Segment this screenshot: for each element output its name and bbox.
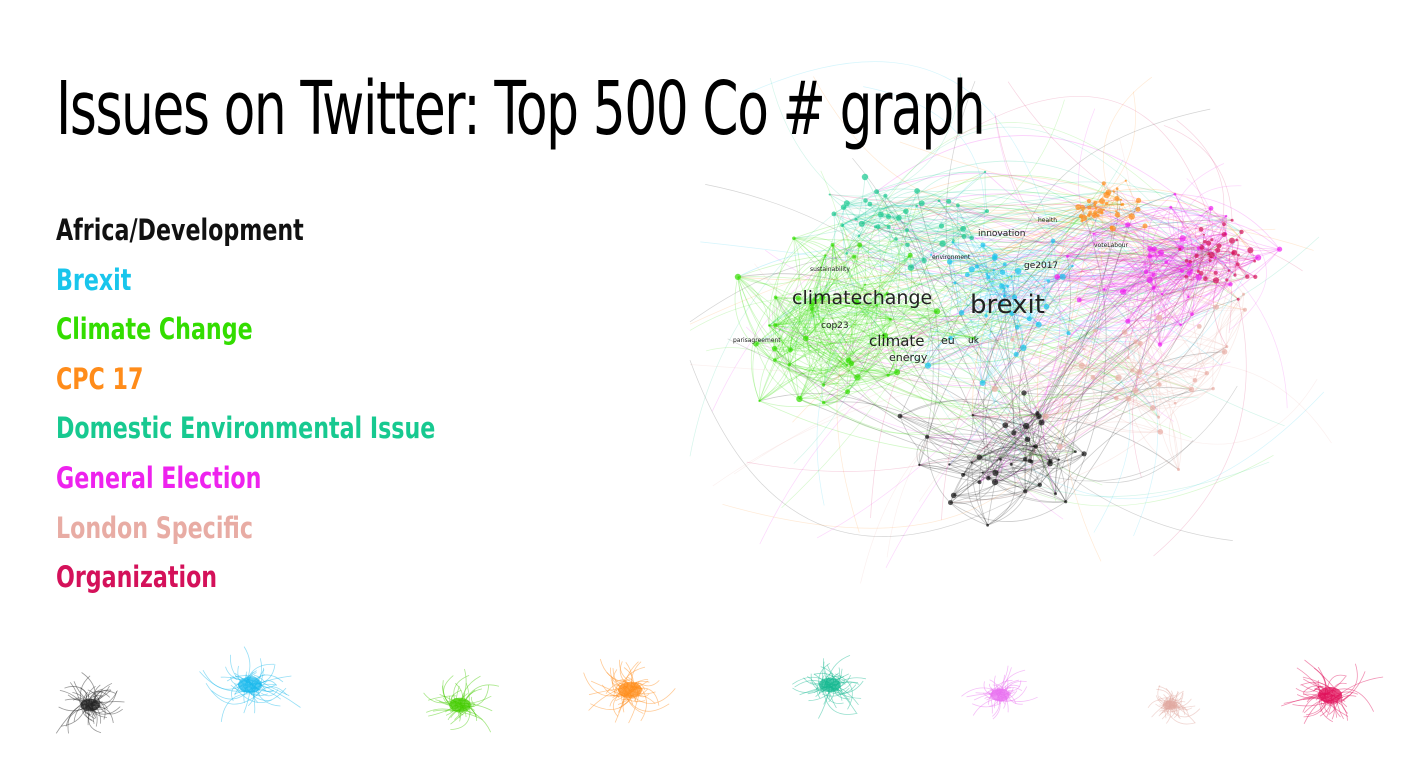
category-legend: Africa/Development Brexit Climate Change… [56, 206, 502, 603]
page-title: Issues on Twitter: Top 500 Co # graph [56, 66, 986, 152]
node-label-innovation: innovation [978, 229, 1026, 239]
node-label-climate: climate [869, 332, 925, 350]
node-label-cop23: cop23 [821, 321, 849, 331]
node-label-votelabour: voteLabour [1094, 242, 1129, 249]
mini-graph-domestic-environmental-issue [792, 655, 866, 719]
node-label-health: health [1038, 217, 1057, 224]
node-label-brexit: brexit [970, 290, 1045, 320]
legend-item-domestic-environmental-issue: Domestic Environmental Issue [56, 411, 436, 446]
legend-item-brexit: Brexit [56, 262, 132, 297]
node-label-eu: eu [941, 334, 955, 347]
legend-item-london-specific: London Specific [56, 510, 254, 545]
mini-graph-brexit [199, 646, 301, 722]
node-label-uk: uk [968, 336, 980, 346]
node-label-energy: energy [889, 351, 928, 364]
mini-graph-africa-development [55, 672, 125, 734]
legend-item-africa-development: Africa/Development [56, 213, 304, 247]
legend-item-cpc-17: CPC 17 [56, 361, 144, 396]
legend-item-climate-change: Climate Change [56, 312, 253, 347]
node-label-sustainability: sustainability [810, 266, 850, 273]
mini-graphs-row [55, 646, 1384, 734]
mini-graph-climate-change [423, 668, 500, 733]
node-label-climatechange: climatechange [792, 287, 932, 309]
mini-graph-cpc-17 [583, 658, 676, 724]
mini-graph-organization [1281, 659, 1384, 724]
mini-graph-general-election [961, 665, 1038, 720]
node-label-ge2017: ge2017 [1024, 261, 1058, 271]
main-graph-edges [689, 61, 1332, 584]
mini-graph-london-specific [1147, 685, 1201, 725]
node-label-parisagreement: parisagreement [733, 337, 781, 344]
legend-item-general-election: General Election [56, 460, 262, 495]
legend-item-organization: Organization [56, 560, 218, 595]
node-label-environment: environment [932, 254, 971, 261]
